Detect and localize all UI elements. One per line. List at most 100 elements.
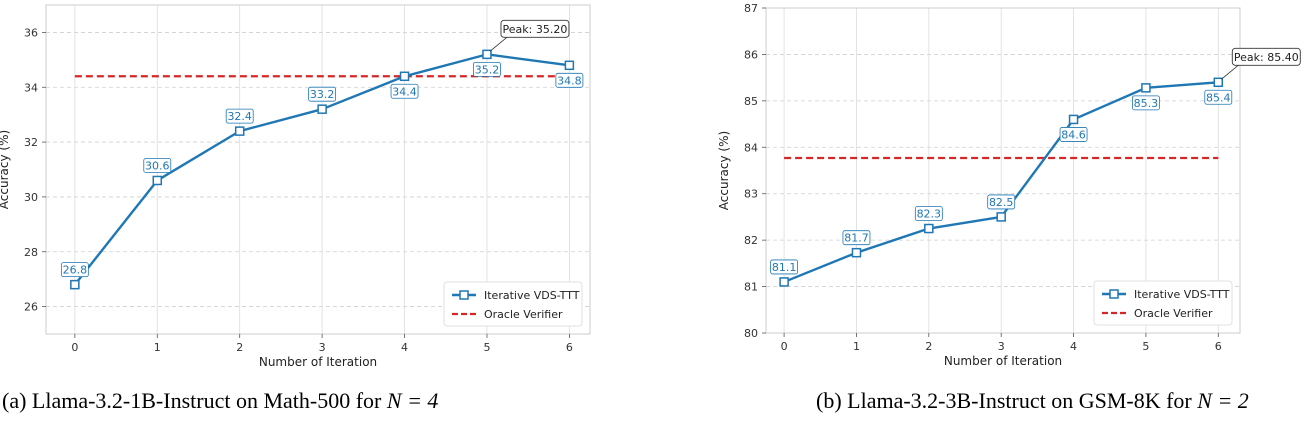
- data-label: 33.2: [310, 88, 335, 101]
- data-point-marker: [152, 175, 163, 186]
- annotation-arrow: [1221, 64, 1239, 80]
- data-label: 35.2: [475, 63, 500, 76]
- data-label-box: [770, 259, 798, 275]
- x-tick-label: 3: [319, 341, 326, 354]
- legend-box: [443, 281, 583, 327]
- x-tick-label: 2: [236, 341, 243, 354]
- data-label: 81.7: [844, 232, 869, 245]
- x-tick-label: 1: [154, 341, 161, 354]
- caption-b: (b) Llama-3.2-3B-Instruct on GSM-8K for …: [816, 388, 1249, 414]
- data-label: 32.4: [227, 110, 252, 123]
- peak-annotation: Peak: 85.40: [1234, 51, 1299, 64]
- x-tick-label: 0: [781, 340, 788, 353]
- y-tick-label: 36: [24, 26, 38, 39]
- data-point-marker: [1068, 114, 1079, 125]
- data-label-box: [60, 262, 89, 278]
- plot-frame: [765, 7, 1241, 334]
- x-tick-label: 6: [566, 341, 573, 354]
- legend-box: [1093, 280, 1233, 326]
- data-label: 85.3: [1134, 97, 1159, 110]
- data-label-box: [473, 61, 501, 77]
- y-tick-label: 83: [744, 188, 758, 201]
- data-label: 34.4: [392, 85, 417, 98]
- data-label-box: [1059, 127, 1088, 142]
- y-tick-label: 81: [744, 281, 758, 294]
- data-label-box: [987, 194, 1016, 210]
- caption-a-text: (a) Llama-3.2-1B-Instruct on Math-500 fo…: [2, 388, 387, 413]
- plot-frame: [45, 4, 591, 335]
- data-point-marker: [924, 223, 934, 234]
- caption-b-math: N = 2: [1197, 388, 1249, 413]
- data-label: 84.6: [1061, 128, 1086, 141]
- x-tick-label: 4: [401, 341, 408, 354]
- x-tick-label: 3: [998, 340, 1005, 353]
- data-label: 81.1: [772, 261, 797, 274]
- y-axis-label: Accuracy (%): [717, 131, 731, 210]
- chart-panel-b: 80 81 82 83 84 85 86 87 0 1 2 3 4 5 6 Number of Iterati…: [660, 0, 1316, 380]
- data-point-marker: [1141, 83, 1151, 93]
- y-tick-label: 26: [24, 301, 38, 314]
- x-tick-label: 4: [1070, 340, 1077, 353]
- x-tick-label: 0: [71, 341, 78, 354]
- data-point-marker: [482, 49, 492, 60]
- data-label-box: [914, 206, 943, 221]
- legend-label-oracle: Oracle Verifier: [484, 308, 563, 321]
- y-tick-label: 30: [24, 191, 38, 204]
- data-point-marker: [779, 277, 789, 287]
- data-label-box: [390, 83, 419, 99]
- x-axis-label: Number of Iteration: [944, 354, 1062, 368]
- x-tick-label: 2: [925, 340, 932, 353]
- y-axis-label: Accuracy (%): [0, 130, 11, 209]
- y-tick-label: 84: [744, 141, 758, 154]
- legend-marker-iterative: [459, 290, 469, 300]
- data-label: 30.6: [145, 159, 170, 172]
- x-tick-label: 5: [1142, 340, 1149, 353]
- chart-panel-a: 26 28 30 32 34 36 0 1 2 3 4 5 6 Number of Iteration Ac…: [0, 0, 640, 380]
- y-tick-label: 82: [744, 234, 758, 247]
- y-tick-label: 80: [744, 327, 758, 340]
- chart-b: 80 81 82 83 84 85 86 87 0 1 2 3 4 5 6 Number of Iterati…: [717, 2, 1301, 368]
- data-label-box: [1204, 89, 1233, 105]
- data-point-marker: [399, 71, 410, 82]
- data-label: 85.4: [1206, 91, 1231, 104]
- x-tick-label: 5: [483, 341, 490, 354]
- y-tick-label: 34: [24, 81, 38, 94]
- data-point-marker: [1213, 77, 1224, 88]
- caption-a-math: N = 4: [386, 388, 439, 413]
- data-label-box: [225, 108, 254, 124]
- data-point-marker: [70, 279, 80, 290]
- data-label-box: [842, 230, 871, 246]
- data-label: 26.8: [63, 264, 88, 277]
- legend-label-iterative: Iterative VDS-TTT: [1134, 288, 1230, 301]
- x-axis-label: Number of Iteration: [259, 355, 377, 369]
- data-label-box: [308, 86, 337, 102]
- annotation-arrow: [489, 37, 508, 52]
- data-point-marker: [564, 60, 575, 71]
- y-tick-label: 28: [24, 246, 38, 259]
- caption-a: (a) Llama-3.2-1B-Instruct on Math-500 fo…: [2, 388, 438, 414]
- data-point-marker: [851, 247, 862, 258]
- data-label-box: [1132, 95, 1160, 111]
- data-point-marker: [234, 126, 245, 136]
- legend-label-oracle: Oracle Verifier: [1134, 307, 1213, 320]
- x-tick-label: 6: [1215, 340, 1222, 353]
- data-label: 82.5: [989, 196, 1014, 209]
- data-label: 82.3: [917, 208, 942, 221]
- legend-marker-iterative: [1109, 289, 1119, 299]
- y-tick-label: 85: [744, 95, 758, 108]
- y-tick-label: 32: [24, 136, 38, 149]
- data-label-box: [555, 72, 584, 88]
- y-tick-label: 87: [744, 2, 758, 15]
- caption-b-text: (b) Llama-3.2-3B-Instruct on GSM-8K for: [816, 388, 1198, 413]
- peak-annotation-box: [1231, 47, 1301, 66]
- x-tick-label: 1: [853, 340, 860, 353]
- data-point-marker: [996, 212, 1006, 222]
- peak-annotation-box: [500, 19, 570, 38]
- data-point-marker: [317, 104, 327, 114]
- data-label: 34.8: [557, 74, 582, 87]
- data-label-box: [143, 158, 172, 173]
- y-tick-label: 86: [744, 48, 758, 61]
- peak-annotation: Peak: 35.20: [503, 23, 568, 36]
- legend-label-iterative: Iterative VDS-TTT: [484, 289, 580, 302]
